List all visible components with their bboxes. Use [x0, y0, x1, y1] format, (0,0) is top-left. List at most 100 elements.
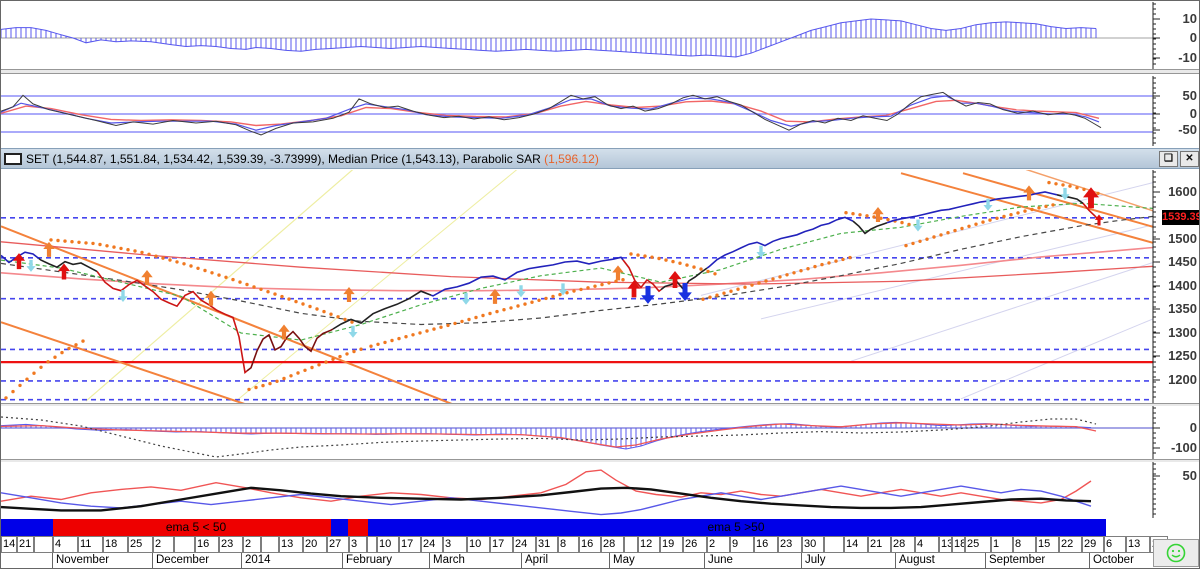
chart-title-values: SET (1,544.87, 1,551.84, 1,534.42, 1,539…: [26, 151, 545, 166]
axis-label: 50: [1182, 468, 1197, 483]
close-window-button[interactable]: ✕: [1180, 150, 1199, 167]
date-cell: 16: [195, 536, 219, 553]
month-tick: [152, 553, 153, 568]
month-tick: [342, 553, 343, 568]
date-cell: 10: [377, 536, 399, 553]
axis-label: 1350: [1168, 301, 1197, 316]
ribbon-segment-blue: [368, 519, 1106, 536]
date-cell: [367, 536, 377, 553]
axis-label: 0: [1189, 420, 1197, 435]
date-cell: 11: [78, 536, 103, 553]
date-cell: 23: [219, 536, 243, 553]
month-tick: [52, 553, 53, 568]
date-cell: 23: [778, 536, 802, 553]
date-cell: 9: [730, 536, 754, 553]
date-cell: [34, 536, 53, 553]
date-cell: 18: [103, 536, 128, 553]
date-cell: 18: [952, 536, 965, 553]
date-cell: 26: [683, 536, 707, 553]
parabolic-sar-value: (1,596.12): [544, 151, 599, 166]
indicator-panel-macd: [1, 406, 1200, 459]
date-cell: 21: [17, 536, 34, 553]
date-cell: 16: [754, 536, 778, 553]
date-cell: 29: [1082, 536, 1104, 553]
date-cell: 2: [153, 536, 174, 553]
date-cell: [261, 536, 279, 553]
axis-label: -10: [1178, 50, 1197, 65]
axis-label: 1500: [1168, 231, 1197, 246]
date-cell: 14: [1, 536, 17, 553]
month-tick: [521, 553, 522, 568]
month-tick: [801, 553, 802, 568]
axis-label: 1200: [1168, 372, 1197, 387]
axis-label: 1300: [1168, 325, 1197, 340]
date-cell: 17: [490, 536, 513, 553]
date-cell: 14: [844, 536, 868, 553]
month-label: February: [346, 554, 393, 566]
month-label: September: [989, 554, 1046, 566]
chart-titlebar[interactable]: SET (1,544.87, 1,551.84, 1,534.42, 1,539…: [1, 148, 1199, 169]
axis-label: 1250: [1168, 348, 1197, 363]
date-cell: 6: [1104, 536, 1126, 553]
panel-canvas-main[interactable]: [1, 170, 1200, 403]
month-tick: [704, 553, 705, 568]
date-cell: 28: [601, 536, 624, 553]
month-tick: [1089, 553, 1090, 568]
axis-label: 0: [1189, 106, 1197, 121]
date-cell: 24: [513, 536, 536, 553]
date-cell: [174, 536, 195, 553]
date-cell: 15: [1036, 536, 1059, 553]
axis-label: -100: [1170, 440, 1197, 455]
indicator-panel-oscillator: [1, 76, 1200, 146]
month-label: October: [1093, 554, 1134, 566]
panel-canvas-p4[interactable]: [1, 406, 1200, 459]
smiley-icon: [1166, 543, 1186, 563]
date-cell: 17: [399, 536, 421, 553]
date-cell: 21: [868, 536, 891, 553]
panel-canvas-p5[interactable]: [1, 462, 1200, 518]
panel-canvas-p2[interactable]: [1, 76, 1200, 146]
month-label: March: [433, 554, 465, 566]
date-cell: 13: [939, 536, 952, 553]
indicator-panel-top-histogram: [1, 2, 1200, 69]
month-axis: November December 2014 February March April Ma…: [1, 553, 1199, 568]
month-tick: [241, 553, 242, 568]
date-cell: 12: [638, 536, 660, 553]
date-cell: 24: [421, 536, 443, 553]
ribbon-segment-blue: [331, 519, 348, 536]
date-cell: 13: [1126, 536, 1150, 553]
axis-label: 0: [1189, 30, 1197, 45]
date-cell: 8: [1013, 536, 1036, 553]
axis-label: 1600: [1168, 184, 1197, 199]
date-cell: 2: [243, 536, 261, 553]
month-tick: [985, 553, 986, 568]
date-cell: 3: [349, 536, 367, 553]
date-cell: 25: [965, 536, 991, 553]
last-price-tag: 1539.390: [1162, 210, 1199, 225]
month-label: November: [56, 554, 110, 566]
month-label: June: [708, 554, 733, 566]
smiley-button[interactable]: [1153, 539, 1199, 567]
date-axis: 14 21 4 11 18 25 2 16 23 2 13 20 27 3 10 17 24 3 10 17 24 31 8…: [1, 536, 1199, 553]
date-cell: 22: [1059, 536, 1082, 553]
month-label: 2014: [245, 554, 271, 566]
month-label: December: [156, 554, 210, 566]
chart-title: SET (1,544.87, 1,551.84, 1,534.42, 1,539…: [26, 152, 599, 166]
date-cell: [824, 536, 844, 553]
main-price-chart: [1, 170, 1200, 403]
date-cell: 10: [467, 536, 490, 553]
month-tick: [429, 553, 430, 568]
month-label: July: [805, 554, 826, 566]
restore-window-button[interactable]: ❏: [1159, 150, 1178, 167]
month-label: May: [613, 554, 635, 566]
ribbon-segment-blue: [1, 519, 53, 536]
date-cell: 4: [53, 536, 78, 553]
date-cell: 2: [707, 536, 730, 553]
date-cell: 13: [279, 536, 303, 553]
axis-label: 1400: [1168, 278, 1197, 293]
axis-label: 10: [1182, 11, 1197, 26]
document-icon: [4, 152, 22, 165]
panel-canvas-p1[interactable]: [1, 2, 1200, 69]
panel-separator[interactable]: [1, 69, 1199, 74]
